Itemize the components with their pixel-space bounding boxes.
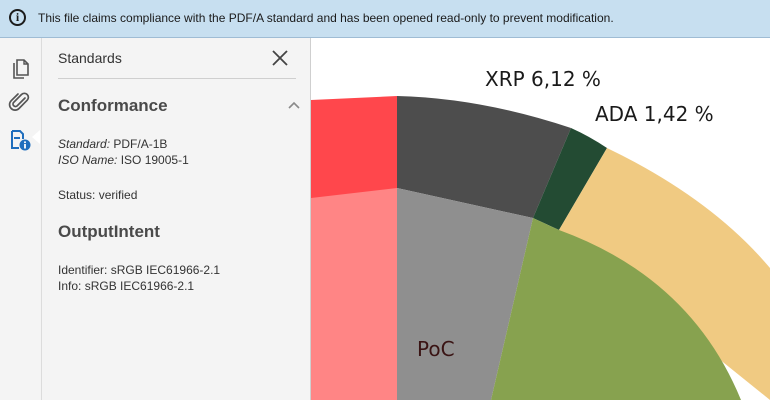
- info-icon: i: [9, 9, 26, 26]
- grey-inner-slice: [397, 188, 533, 400]
- panel-divider: [58, 78, 296, 79]
- red-outer-slice: [311, 96, 397, 198]
- info-row: Info: sRGB IEC61966-2.1: [58, 279, 194, 293]
- conformance-heading: Conformance: [58, 96, 168, 115]
- status-value: verified: [98, 188, 138, 202]
- compliance-info-bar: i This file claims compliance with the P…: [0, 0, 770, 38]
- active-panel-pointer: [32, 130, 40, 144]
- iso-name-value: ISO 19005-1: [120, 153, 189, 167]
- navigation-toolbar: [0, 38, 42, 400]
- standards-panel: Standards Conformance Standard: PDF/A-1B…: [42, 38, 311, 400]
- compliance-message: This file claims compliance with the PDF…: [38, 11, 614, 25]
- pages-icon[interactable]: [8, 56, 32, 80]
- output-intent-heading: OutputIntent: [58, 222, 160, 241]
- document-view[interactable]: XRP 6,12 % ADA 1,42 % PoC: [311, 38, 770, 400]
- identifier-row: Identifier: sRGB IEC61966-2.1: [58, 263, 220, 277]
- standard-value: PDF/A-1B: [113, 137, 168, 151]
- pie-chart-fragment: XRP 6,12 % ADA 1,42 % PoC: [311, 67, 770, 400]
- sand-slice: [559, 148, 770, 400]
- panel-title: Standards: [58, 50, 122, 66]
- standard-row: Standard: PDF/A-1B: [58, 137, 167, 151]
- red-inner-slice: [311, 188, 397, 400]
- iso-name-row: ISO Name: ISO 19005-1: [58, 153, 189, 167]
- poc-label: PoC: [417, 337, 455, 361]
- info-label: Info:: [58, 279, 82, 293]
- chevron-up-icon[interactable]: [288, 96, 300, 109]
- standards-icon[interactable]: [8, 128, 32, 152]
- dark-green-slice: [533, 128, 607, 230]
- close-icon[interactable]: [270, 48, 290, 68]
- identifier-value: sRGB IEC61966-2.1: [110, 263, 221, 277]
- status-row: Status: verified: [58, 188, 137, 202]
- identifier-label: Identifier:: [58, 263, 108, 277]
- info-value: sRGB IEC61966-2.1: [84, 279, 195, 293]
- dark-outer-slice: [397, 96, 571, 218]
- attachment-icon[interactable]: [8, 90, 32, 114]
- olive-slice: [491, 218, 741, 400]
- ada-label: ADA 1,42 %: [595, 102, 714, 126]
- xrp-label: XRP 6,12 %: [485, 67, 601, 91]
- status-label: Status:: [58, 188, 96, 202]
- iso-name-label: ISO Name:: [58, 153, 118, 167]
- standard-label: Standard:: [58, 137, 111, 151]
